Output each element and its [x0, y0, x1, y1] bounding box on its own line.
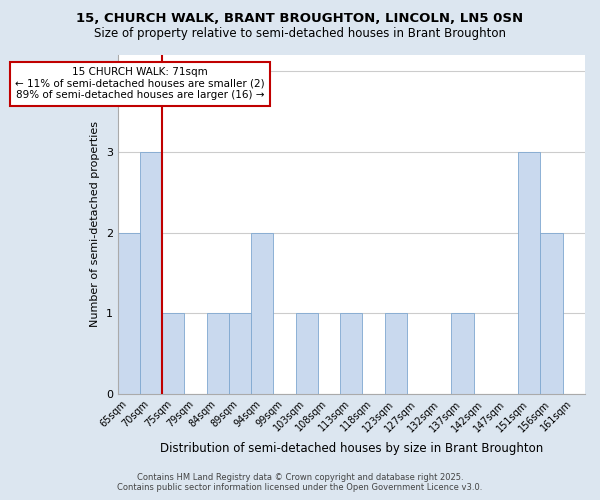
Text: Contains HM Land Registry data © Crown copyright and database right 2025.
Contai: Contains HM Land Registry data © Crown c… — [118, 473, 482, 492]
Text: 15, CHURCH WALK, BRANT BROUGHTON, LINCOLN, LN5 0SN: 15, CHURCH WALK, BRANT BROUGHTON, LINCOL… — [76, 12, 524, 26]
Text: 15 CHURCH WALK: 71sqm
← 11% of semi-detached houses are smaller (2)
89% of semi-: 15 CHURCH WALK: 71sqm ← 11% of semi-deta… — [15, 67, 265, 100]
Bar — [162, 313, 184, 394]
Bar — [251, 232, 274, 394]
Bar — [385, 313, 407, 394]
Bar — [229, 313, 251, 394]
Bar — [340, 313, 362, 394]
X-axis label: Distribution of semi-detached houses by size in Brant Broughton: Distribution of semi-detached houses by … — [160, 442, 543, 455]
Bar — [118, 232, 140, 394]
Bar — [140, 152, 162, 394]
Bar — [541, 232, 563, 394]
Text: Size of property relative to semi-detached houses in Brant Broughton: Size of property relative to semi-detach… — [94, 28, 506, 40]
Y-axis label: Number of semi-detached properties: Number of semi-detached properties — [90, 122, 100, 328]
Bar — [296, 313, 318, 394]
Bar — [518, 152, 541, 394]
Bar — [451, 313, 474, 394]
Bar — [206, 313, 229, 394]
